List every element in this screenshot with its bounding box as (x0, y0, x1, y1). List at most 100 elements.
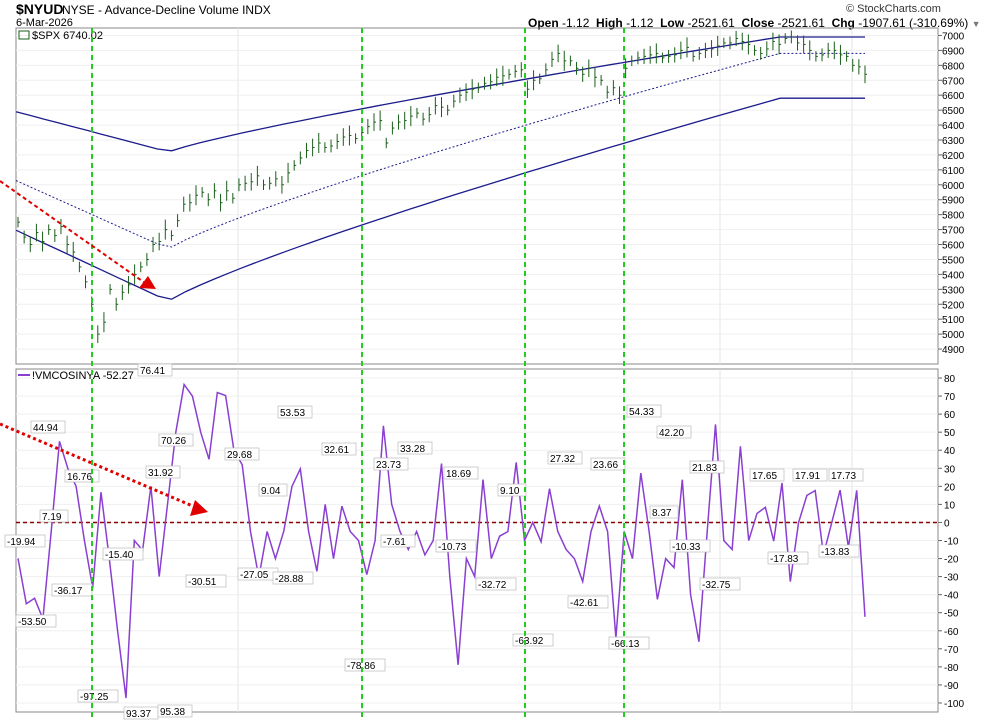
annotation-text: -53.50 (18, 617, 47, 628)
osc-value-annotation: -30.51 (185, 574, 227, 588)
price-tick-label: 6400 (942, 121, 965, 132)
chg-value: -1907.61 (-310.69%) (858, 16, 969, 30)
osc-value-annotation: -10.73 (435, 539, 477, 553)
annotation-text: -97.25 (80, 692, 109, 703)
chart-date: 6-Mar-2026 (16, 17, 73, 29)
osc-value-annotation: 17.91 (792, 468, 828, 482)
osc-tick-label: 50 (944, 428, 956, 439)
annotation-text: -10.33 (672, 542, 701, 553)
annotation-text: -32.75 (702, 580, 731, 591)
osc-tick-label: 20 (944, 482, 956, 493)
osc-value-annotation: 27.32 (547, 451, 583, 465)
annotation-text: -17.83 (770, 554, 799, 565)
annotation-box (102, 547, 144, 561)
chg-label: Chg (831, 16, 855, 30)
close-label: Close (741, 16, 775, 30)
osc-value-annotation: 23.73 (373, 457, 409, 471)
osc-tick-label: -30 (944, 573, 959, 584)
osc-tick-label: 80 (944, 374, 956, 385)
price-tick-label: 6100 (942, 166, 965, 177)
price-tick-label: 5300 (942, 285, 965, 296)
annotation-box (669, 539, 711, 553)
annotation-box (435, 539, 477, 553)
osc-tick-label: 30 (944, 464, 956, 475)
osc-tick-label: -70 (944, 645, 959, 656)
annotation-box (137, 363, 173, 377)
osc-value-annotation: -42.61 (567, 595, 609, 609)
osc-value-annotation: 70.26 (158, 433, 194, 447)
annotation-box (344, 658, 386, 672)
dropdown-chevron-icon[interactable]: ▼ (971, 19, 981, 29)
osc-value-annotation: 31.92 (145, 465, 181, 479)
high-label: High (596, 16, 623, 30)
high-value: -1.12 (626, 16, 654, 30)
annotation-box (689, 460, 725, 474)
osc-value-annotation: 17.65 (749, 468, 785, 482)
annotation-text: 8.37 (652, 508, 672, 519)
annotation-text: 31.92 (148, 468, 173, 479)
price-tick-label: 5400 (942, 270, 965, 281)
osc-legend-label: !VMCOSINYA -52.27 (32, 370, 134, 382)
osc-value-annotation: -13.83 (818, 544, 860, 558)
osc-tick-label: -50 (944, 609, 959, 620)
annotation-box (277, 405, 313, 419)
annotation-text: -63.92 (515, 636, 544, 647)
annotation-box (258, 483, 288, 497)
annotation-text: 17.91 (795, 471, 820, 482)
osc-value-annotation: -10.33 (669, 539, 711, 553)
oscillator-line (17, 382, 866, 699)
annotation-text: 70.26 (161, 436, 186, 447)
annotation-text: -42.61 (570, 598, 599, 609)
osc-value-annotation: -53.50 (15, 614, 57, 628)
price-tick-label: 4900 (942, 345, 965, 356)
annotation-text: 93.37 (126, 709, 151, 720)
annotation-box (626, 404, 662, 418)
osc-arrow-head-icon (190, 500, 208, 516)
annotation-text: 21.83 (692, 463, 717, 474)
osc-value-annotation: 95.38 (157, 704, 193, 718)
annotation-box (828, 468, 864, 482)
lower-band-line (15, 97, 865, 300)
price-tick-label: 6200 (942, 151, 965, 162)
annotation-box (15, 614, 57, 628)
annotation-text: -10.73 (438, 542, 467, 553)
osc-value-annotation: -27.05 (237, 567, 279, 581)
osc-tick-label: -40 (944, 591, 959, 602)
osc-value-annotation: 16.76 (64, 469, 100, 483)
osc-tick-label: -90 (944, 681, 959, 692)
osc-tick-label: -60 (944, 627, 959, 638)
annotation-text: 27.32 (550, 454, 575, 465)
osc-value-annotation: 29.68 (224, 447, 260, 461)
osc-tick-label: 70 (944, 392, 956, 403)
annotation-text: 44.94 (33, 423, 58, 434)
annotation-text: 53.53 (280, 408, 305, 419)
annotation-text: 18.69 (446, 469, 471, 480)
copyright-text[interactable]: © StockCharts.com (846, 3, 941, 15)
price-tick-label: 5600 (942, 241, 965, 252)
osc-value-annotation: 17.73 (828, 468, 864, 482)
annotation-box (321, 442, 357, 456)
annotation-box (64, 469, 100, 483)
osc-value-annotation: 42.20 (656, 425, 692, 439)
middle-band-line (15, 52, 865, 248)
price-tick-label: 6300 (942, 136, 965, 147)
annotation-box (224, 447, 260, 461)
price-tick-label: 6900 (942, 46, 965, 57)
spx-legend-label: $SPX 6740.02 (32, 30, 103, 42)
osc-value-annotation: -97.25 (77, 689, 119, 703)
annotation-text: -28.88 (275, 574, 304, 585)
osc-value-annotation: 8.37 (649, 505, 679, 519)
annotation-text: -66.13 (611, 639, 640, 650)
annotation-text: 9.10 (500, 486, 520, 497)
annotation-box (272, 571, 314, 585)
annotation-box (749, 468, 785, 482)
osc-tick-label: 40 (944, 446, 956, 457)
annotation-box (157, 704, 193, 718)
annotation-text: 32.61 (324, 445, 349, 456)
osc-value-annotation: 18.69 (443, 466, 479, 480)
annotation-box (145, 465, 181, 479)
annotation-text: 23.66 (593, 460, 618, 471)
osc-value-annotation: 53.53 (277, 405, 313, 419)
annotation-box (4, 534, 46, 548)
annotation-text: 54.33 (629, 407, 654, 418)
